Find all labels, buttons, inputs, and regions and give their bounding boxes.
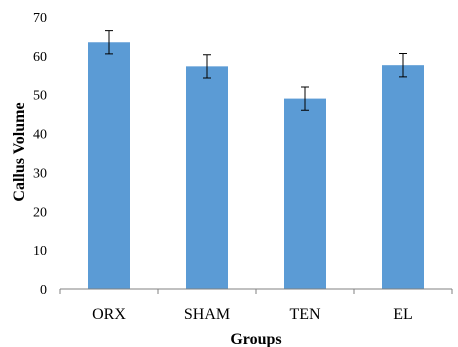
x-tick-label: SHAM [184,306,230,323]
error-bar-ten [301,86,309,111]
y-tick-label: 40 [33,128,47,143]
x-axis-title: Groups [230,331,281,347]
error-bar-orx [105,30,113,55]
error-bar-sham [203,54,211,79]
x-tick-label: EL [393,306,413,323]
x-axis-categories: ORX SHAM TEN EL [92,306,413,323]
bar-orx [88,42,130,289]
y-axis-ticks: 0 10 20 30 40 50 60 70 [33,11,47,298]
x-tick-label: TEN [289,306,321,323]
y-axis-title: Callus Volume [11,102,28,201]
bars [88,42,424,289]
y-tick-label: 20 [33,205,47,220]
y-tick-label: 60 [33,50,47,65]
y-tick-label: 10 [33,244,47,259]
x-axis-tick-marks [59,289,453,294]
x-tick-label: ORX [92,306,126,323]
bar-sham [186,66,228,289]
y-tick-label: 70 [33,11,47,26]
y-tick-label: 30 [33,166,47,181]
error-bar-el [399,53,407,78]
y-tick-label: 50 [33,89,47,104]
y-tick-label: 0 [40,283,47,298]
bar-el [382,65,424,289]
bar-ten [284,98,326,289]
error-bars [105,30,407,111]
